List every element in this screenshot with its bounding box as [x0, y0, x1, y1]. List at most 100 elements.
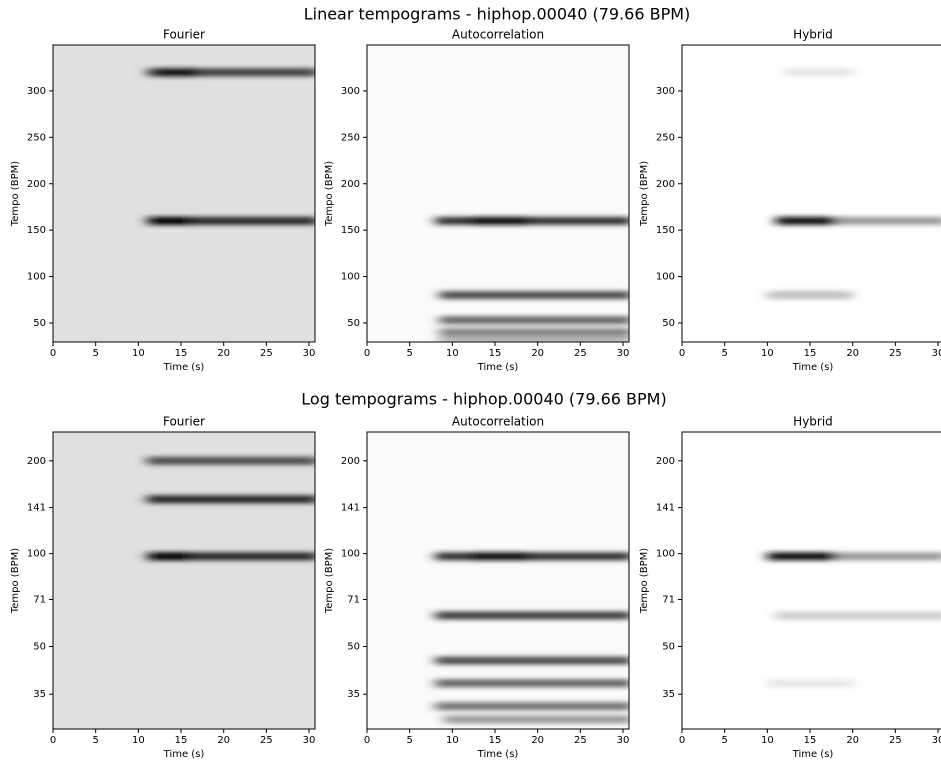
x-tick-label: 30	[303, 735, 316, 746]
x-tick-label: 0	[364, 348, 370, 359]
x-tick-label: 15	[804, 735, 817, 746]
axes-frame	[681, 431, 941, 730]
y-tick-label: 200	[656, 179, 675, 190]
y-tick-label: 300	[341, 86, 360, 97]
y-tick-label: 50	[33, 641, 46, 652]
x-tick-label: 20	[531, 348, 544, 359]
bands	[146, 456, 315, 561]
x-axis-label: Time (s)	[477, 362, 519, 373]
x-tick-label: 10	[132, 348, 145, 359]
x-tick-label: 30	[617, 735, 630, 746]
x-axis-label: Time (s)	[163, 362, 205, 373]
panel-title: Fourier	[163, 28, 205, 42]
x-tick-label: 30	[932, 348, 941, 359]
y-tick-label: 200	[341, 179, 360, 190]
x-tick-label: 10	[446, 348, 459, 359]
x-axis-label: Time (s)	[792, 749, 834, 760]
y-tick-label: 300	[27, 86, 46, 97]
axes-frame	[52, 44, 316, 343]
band	[439, 335, 629, 342]
band	[775, 216, 836, 225]
plot-area	[53, 45, 315, 342]
x-tick-label: 5	[92, 348, 98, 359]
plot-area	[367, 432, 629, 729]
band	[767, 679, 853, 688]
x-tick-label: 20	[846, 348, 859, 359]
y-tick-label: 200	[27, 456, 46, 467]
x-tick-label: 5	[406, 348, 412, 359]
y-tick-label: 150	[656, 225, 675, 236]
band	[784, 68, 853, 77]
y-tick-label: 50	[662, 641, 675, 652]
y-tick-label: 100	[27, 549, 46, 560]
y-tick-label: 141	[656, 503, 675, 514]
figure-title: Log tempograms - hiphop.00040 (79.66 BPM…	[301, 390, 666, 409]
plot-area	[367, 45, 629, 342]
y-axis-label: Tempo (BPM)	[10, 548, 21, 614]
band	[439, 316, 629, 325]
x-tick-label: 25	[574, 735, 587, 746]
y-axis-label: Tempo (BPM)	[324, 161, 335, 227]
x-tick-label: 0	[364, 735, 370, 746]
y-tick-label: 250	[27, 132, 46, 143]
x-axis-label: Time (s)	[163, 749, 205, 760]
y-tick-label: 100	[341, 272, 360, 283]
y-tick-label: 300	[656, 86, 675, 97]
panel-title: Autocorrelation	[452, 28, 544, 42]
x-axis-label: Time (s)	[477, 749, 519, 760]
panel-title: Hybrid	[793, 28, 833, 42]
y-tick-label: 100	[656, 549, 675, 560]
y-tick-label: 71	[33, 595, 46, 606]
y-tick-label: 35	[347, 689, 360, 700]
bands	[435, 216, 629, 342]
band	[439, 291, 629, 300]
figure-title: Linear tempograms - hiphop.00040 (79.66 …	[304, 5, 691, 24]
y-tick-label: 50	[33, 318, 46, 329]
x-tick-label: 0	[50, 735, 56, 746]
x-tick-label: 15	[489, 735, 502, 746]
x-tick-label: 10	[132, 735, 145, 746]
band	[151, 552, 190, 561]
x-tick-label: 25	[574, 348, 587, 359]
x-tick-label: 20	[846, 735, 859, 746]
x-tick-label: 0	[679, 735, 685, 746]
x-tick-label: 5	[92, 735, 98, 746]
axes-frame	[681, 44, 941, 343]
x-tick-label: 25	[260, 348, 273, 359]
band	[439, 328, 629, 337]
y-tick-label: 141	[27, 503, 46, 514]
band	[435, 656, 629, 665]
x-tick-label: 25	[260, 735, 273, 746]
x-tick-label: 10	[446, 735, 459, 746]
background	[53, 432, 315, 729]
y-tick-label: 100	[27, 272, 46, 283]
axes-frame	[52, 431, 316, 730]
y-tick-label: 200	[27, 179, 46, 190]
y-axis-label: Tempo (BPM)	[639, 161, 650, 227]
panel-title: Hybrid	[793, 415, 833, 429]
y-axis-label: Tempo (BPM)	[639, 548, 650, 614]
y-tick-label: 71	[347, 595, 360, 606]
band	[469, 552, 530, 561]
y-tick-label: 250	[341, 132, 360, 143]
band	[835, 552, 941, 561]
x-tick-label: 20	[217, 348, 230, 359]
x-tick-label: 20	[531, 735, 544, 746]
y-tick-label: 150	[341, 225, 360, 236]
y-axis-label: Tempo (BPM)	[324, 548, 335, 614]
band	[435, 611, 629, 620]
x-tick-label: 15	[489, 348, 502, 359]
bands	[767, 552, 941, 688]
x-tick-label: 30	[617, 348, 630, 359]
band	[146, 216, 315, 225]
x-tick-label: 0	[50, 348, 56, 359]
plot-area	[682, 45, 941, 342]
y-axis-label: Tempo (BPM)	[10, 161, 21, 227]
x-tick-label: 30	[932, 735, 941, 746]
x-tick-label: 25	[889, 348, 902, 359]
band	[469, 216, 530, 225]
y-tick-label: 35	[662, 689, 675, 700]
bands	[767, 68, 941, 300]
y-tick-label: 100	[656, 272, 675, 283]
